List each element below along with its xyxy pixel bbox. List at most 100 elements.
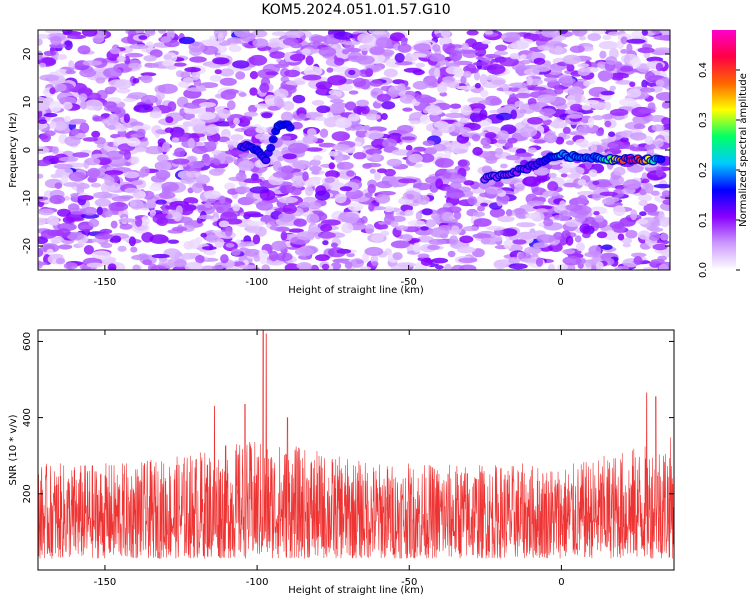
spectrogram-cell <box>374 172 381 181</box>
spectrogram-cell <box>38 173 44 179</box>
colorbar-scale <box>712 30 736 270</box>
spectrogram-cell <box>383 68 398 78</box>
spectrogram-cell <box>369 46 385 55</box>
spectrogram-cell <box>543 77 558 83</box>
spectrogram-cell <box>496 112 513 121</box>
spectrogram-cell <box>324 177 335 183</box>
spectrogram-cell <box>658 264 669 270</box>
spectrogram-cell <box>61 30 73 35</box>
spectrogram-cell <box>619 65 634 72</box>
spectrogram-cell <box>91 250 112 260</box>
spectrogram-cell <box>559 162 579 168</box>
spectrogram-cell <box>138 35 148 40</box>
spectrogram-cell <box>460 75 467 85</box>
spectrogram-cell <box>341 222 354 234</box>
spectrogram-cell <box>217 32 224 44</box>
spectrogram-cell <box>466 30 479 36</box>
spectrogram-cell <box>156 154 169 163</box>
spectrogram-cell <box>427 244 440 250</box>
spectrogram-cell <box>534 167 550 176</box>
spectrogram-cell <box>345 101 357 111</box>
spectrogram-cell <box>599 191 618 197</box>
spectrogram-cell <box>302 74 322 81</box>
snr-frame <box>37 329 675 571</box>
spectrogram-cell <box>150 265 167 270</box>
spectrogram-cell <box>620 36 628 45</box>
spectrogram-cell <box>79 68 97 78</box>
spectrogram-cell <box>641 30 648 36</box>
spectrogram-cell <box>569 166 585 176</box>
spectrogram-cell <box>612 188 625 198</box>
spectrogram-cell <box>401 136 416 141</box>
spectrogram-cell <box>332 144 350 151</box>
spectrogram-cell <box>596 130 604 137</box>
spectrogram-cell <box>220 211 238 222</box>
spectrogram-cell <box>528 103 540 110</box>
spectrogram-cell <box>420 257 433 266</box>
spectrogram-cell <box>517 231 535 240</box>
spectrogram-cell <box>248 104 258 113</box>
spectrogram-cell <box>599 50 607 59</box>
spectrogram-cell <box>187 137 195 149</box>
spectrogram-cell <box>173 62 187 67</box>
spectrogram-cell <box>227 100 236 111</box>
spectrogram-cell <box>249 87 258 96</box>
spectrogram-cell <box>328 151 339 157</box>
spectrogram-cell <box>94 198 112 207</box>
spectrogram-cell <box>347 51 364 63</box>
spectrogram-cell <box>242 178 263 184</box>
spectrogram-cell <box>419 153 435 163</box>
spectrogram-cell <box>626 38 646 44</box>
track-cell <box>267 145 274 151</box>
spectrogram-cell <box>165 116 174 124</box>
spectrogram-cell <box>617 233 625 241</box>
spectrogram-cell <box>53 121 67 132</box>
spectrogram-cell <box>397 43 412 53</box>
spectrogram-cell <box>461 132 471 137</box>
spectrogram-cell <box>369 168 376 174</box>
spectrogram-cell <box>485 74 498 81</box>
spectrogram-cell <box>328 162 335 170</box>
spectrogram-cell <box>421 208 433 216</box>
spectrogram-cell <box>515 38 534 45</box>
spectrogram-cell <box>364 192 373 198</box>
spectrogram-cell <box>238 92 247 97</box>
spectrogram-cell <box>224 89 239 95</box>
spectrogram-cell <box>436 82 447 94</box>
spectrogram-cell <box>569 103 584 112</box>
track-cell <box>270 136 277 142</box>
y-tick-label: -20 <box>22 238 33 254</box>
spectrogram-cell <box>446 168 459 174</box>
spectrogram-cell <box>340 212 360 223</box>
spectrogram-cell <box>415 62 426 68</box>
spectrogram-cell <box>428 238 447 245</box>
spectrogram-cell <box>364 246 384 256</box>
spectrogram-cell <box>457 159 468 167</box>
spectrogram-cell <box>188 41 205 53</box>
spectrogram-cell <box>499 57 519 67</box>
spectrogram-cell <box>269 225 278 231</box>
spectrogram-cell <box>505 155 521 161</box>
spectrogram-cell <box>269 51 286 59</box>
spectrogram-cell <box>442 76 456 84</box>
x-tick-label: -100 <box>245 277 268 288</box>
spectrogram-cell <box>608 48 619 59</box>
spectrogram-cell <box>314 116 327 122</box>
spectrogram-cell <box>330 262 342 270</box>
spectrogram-cell <box>322 240 329 246</box>
spectrogram-cell <box>337 83 353 92</box>
spectrogram-cell <box>278 196 298 204</box>
spectrogram-cell <box>235 172 247 182</box>
spectrogram-cell <box>631 57 641 68</box>
spectrogram-cell <box>477 205 485 212</box>
spectrogram-cell <box>117 245 127 252</box>
figure-title: KOM5.2024.051.01.57.G10 <box>261 2 450 18</box>
spectrogram-cell <box>323 117 339 128</box>
spectrogram-cell <box>412 242 421 253</box>
spectrogram-cell <box>86 262 104 268</box>
spectrogram-cell <box>214 167 226 173</box>
spectrogram-cell <box>493 179 504 189</box>
spectrogram-cell <box>381 113 388 120</box>
spectrogram-cell <box>70 118 87 124</box>
spectrogram-cell <box>280 231 288 241</box>
